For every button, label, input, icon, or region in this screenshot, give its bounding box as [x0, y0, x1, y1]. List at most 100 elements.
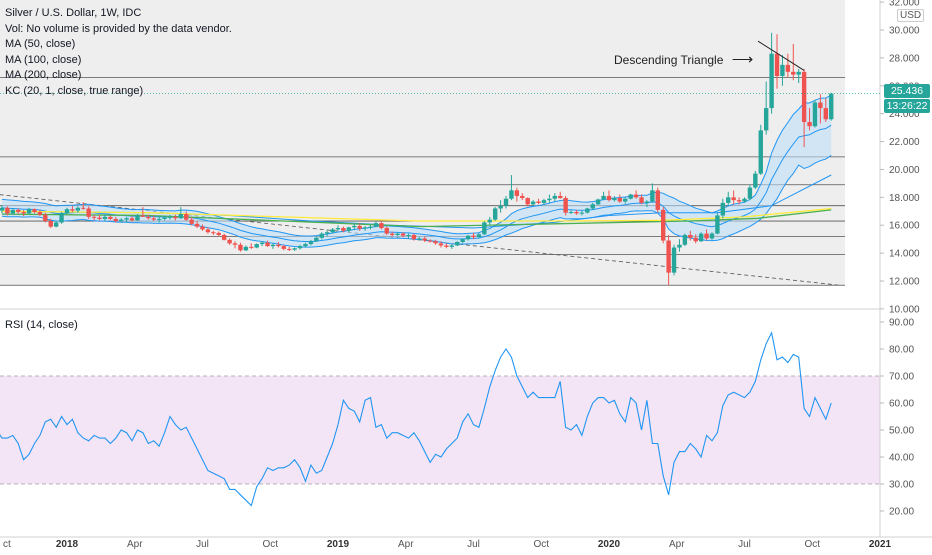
candle-body [221, 234, 227, 240]
candle-body [509, 190, 514, 199]
candle-body [330, 229, 335, 233]
candle-body [324, 232, 330, 234]
candle-body [205, 229, 211, 233]
candle-body [791, 71, 796, 75]
candle-body [384, 228, 389, 234]
candle-body [530, 201, 536, 205]
symbol-title[interactable]: Silver / U.S. Dollar, 1W, IDC [5, 7, 142, 19]
candle-body [807, 122, 812, 127]
candle-body [541, 200, 547, 203]
candle-body [829, 93, 834, 120]
candle-body [460, 239, 465, 242]
candle-body [579, 212, 585, 214]
candle-body [433, 241, 438, 244]
candle-body [406, 234, 411, 236]
candle-body [487, 219, 492, 223]
candle-body [644, 201, 650, 203]
price-axis-label: 30.000 [889, 26, 920, 37]
candle-body [37, 211, 43, 215]
candle-body [595, 199, 601, 205]
candle-body [151, 218, 156, 220]
candle-body [292, 248, 297, 250]
time-axis-label: 2021 [869, 539, 892, 550]
candle-body [796, 71, 801, 75]
candle-body [243, 246, 249, 251]
rsi-axis-label: 90.00 [889, 318, 914, 329]
candle-body [698, 233, 704, 242]
candle-body [0, 207, 5, 211]
price-axis-label: 14.000 [889, 249, 920, 260]
candle-body [563, 198, 568, 213]
candle-body [763, 108, 769, 131]
candle-body [97, 217, 102, 219]
candle-body [558, 195, 563, 199]
candle-body [812, 102, 818, 127]
rsi-legend[interactable]: RSI (14, close) [5, 319, 78, 331]
candle-body [48, 221, 53, 227]
candle-body [590, 204, 595, 209]
candle-body [704, 233, 709, 239]
candle-body [102, 216, 108, 219]
candle-body [373, 223, 379, 227]
rsi-band [0, 376, 880, 484]
candle-body [547, 198, 552, 201]
ma100-legend[interactable]: MA (100, close) [5, 53, 82, 66]
candle-body [758, 130, 763, 174]
time-axis-label: Apr [398, 539, 414, 550]
candle-body [639, 197, 644, 203]
candle-body [211, 232, 216, 234]
candle-body [427, 240, 433, 242]
candle-body [465, 235, 471, 240]
candle-body [823, 108, 828, 120]
kc-legend[interactable]: KC (20, 1, close, true range) [5, 84, 144, 97]
price-axis-label: 28.000 [889, 53, 920, 64]
candle-body [119, 219, 124, 222]
candle-body [623, 198, 628, 202]
candle-body [536, 201, 541, 203]
candle-body [5, 207, 10, 214]
candle-body [780, 64, 785, 77]
candle-body [774, 53, 780, 77]
time-axis-label: Oct [804, 539, 820, 550]
candle-body [671, 247, 677, 273]
candle-body [346, 227, 352, 231]
candle-body [270, 244, 276, 247]
rsi-axis-label: 50.00 [889, 426, 914, 437]
candle-body [709, 233, 715, 239]
candle-body [124, 218, 129, 220]
candle-body [265, 242, 270, 247]
candle-body [227, 239, 232, 244]
candle-body [341, 228, 346, 231]
volume-note: Vol: No volume is provided by the data v… [5, 22, 232, 35]
candle-body [21, 211, 26, 214]
arrow-right-icon: ⟶ [731, 51, 754, 68]
candle-body [335, 228, 341, 230]
candle-body [156, 218, 162, 220]
candle-body [688, 234, 693, 238]
keltner-middle-line [1, 124, 832, 242]
ma50-legend[interactable]: MA (50, close) [5, 38, 76, 50]
candle-body [308, 241, 314, 245]
price-axis-label: 18.000 [889, 193, 920, 204]
price-axis-label: 32.000 [889, 0, 920, 9]
ma200-legend[interactable]: MA (200, close) [5, 69, 82, 81]
price-axis-label: 22.000 [889, 137, 920, 148]
candle-body [753, 173, 758, 188]
price-axis-label: 10.000 [889, 304, 920, 315]
candle-body [113, 218, 118, 222]
time-axis-label: 2020 [598, 539, 621, 550]
candle-body [297, 246, 303, 249]
keltner-lower-line [1, 154, 832, 248]
candle-body [167, 216, 173, 218]
descending-triangle-annotation[interactable]: Descending Triangle ⟶ [614, 50, 753, 68]
candle-body [655, 190, 660, 210]
currency-label[interactable]: USD [897, 9, 925, 22]
candle-body [693, 237, 698, 242]
candle-body [281, 246, 286, 249]
candle-body [411, 234, 417, 240]
candle-body [162, 217, 167, 219]
candle-body [75, 207, 81, 211]
candle-body [216, 232, 221, 235]
candle-body [357, 225, 362, 229]
price-axis-label: 16.000 [889, 221, 920, 232]
